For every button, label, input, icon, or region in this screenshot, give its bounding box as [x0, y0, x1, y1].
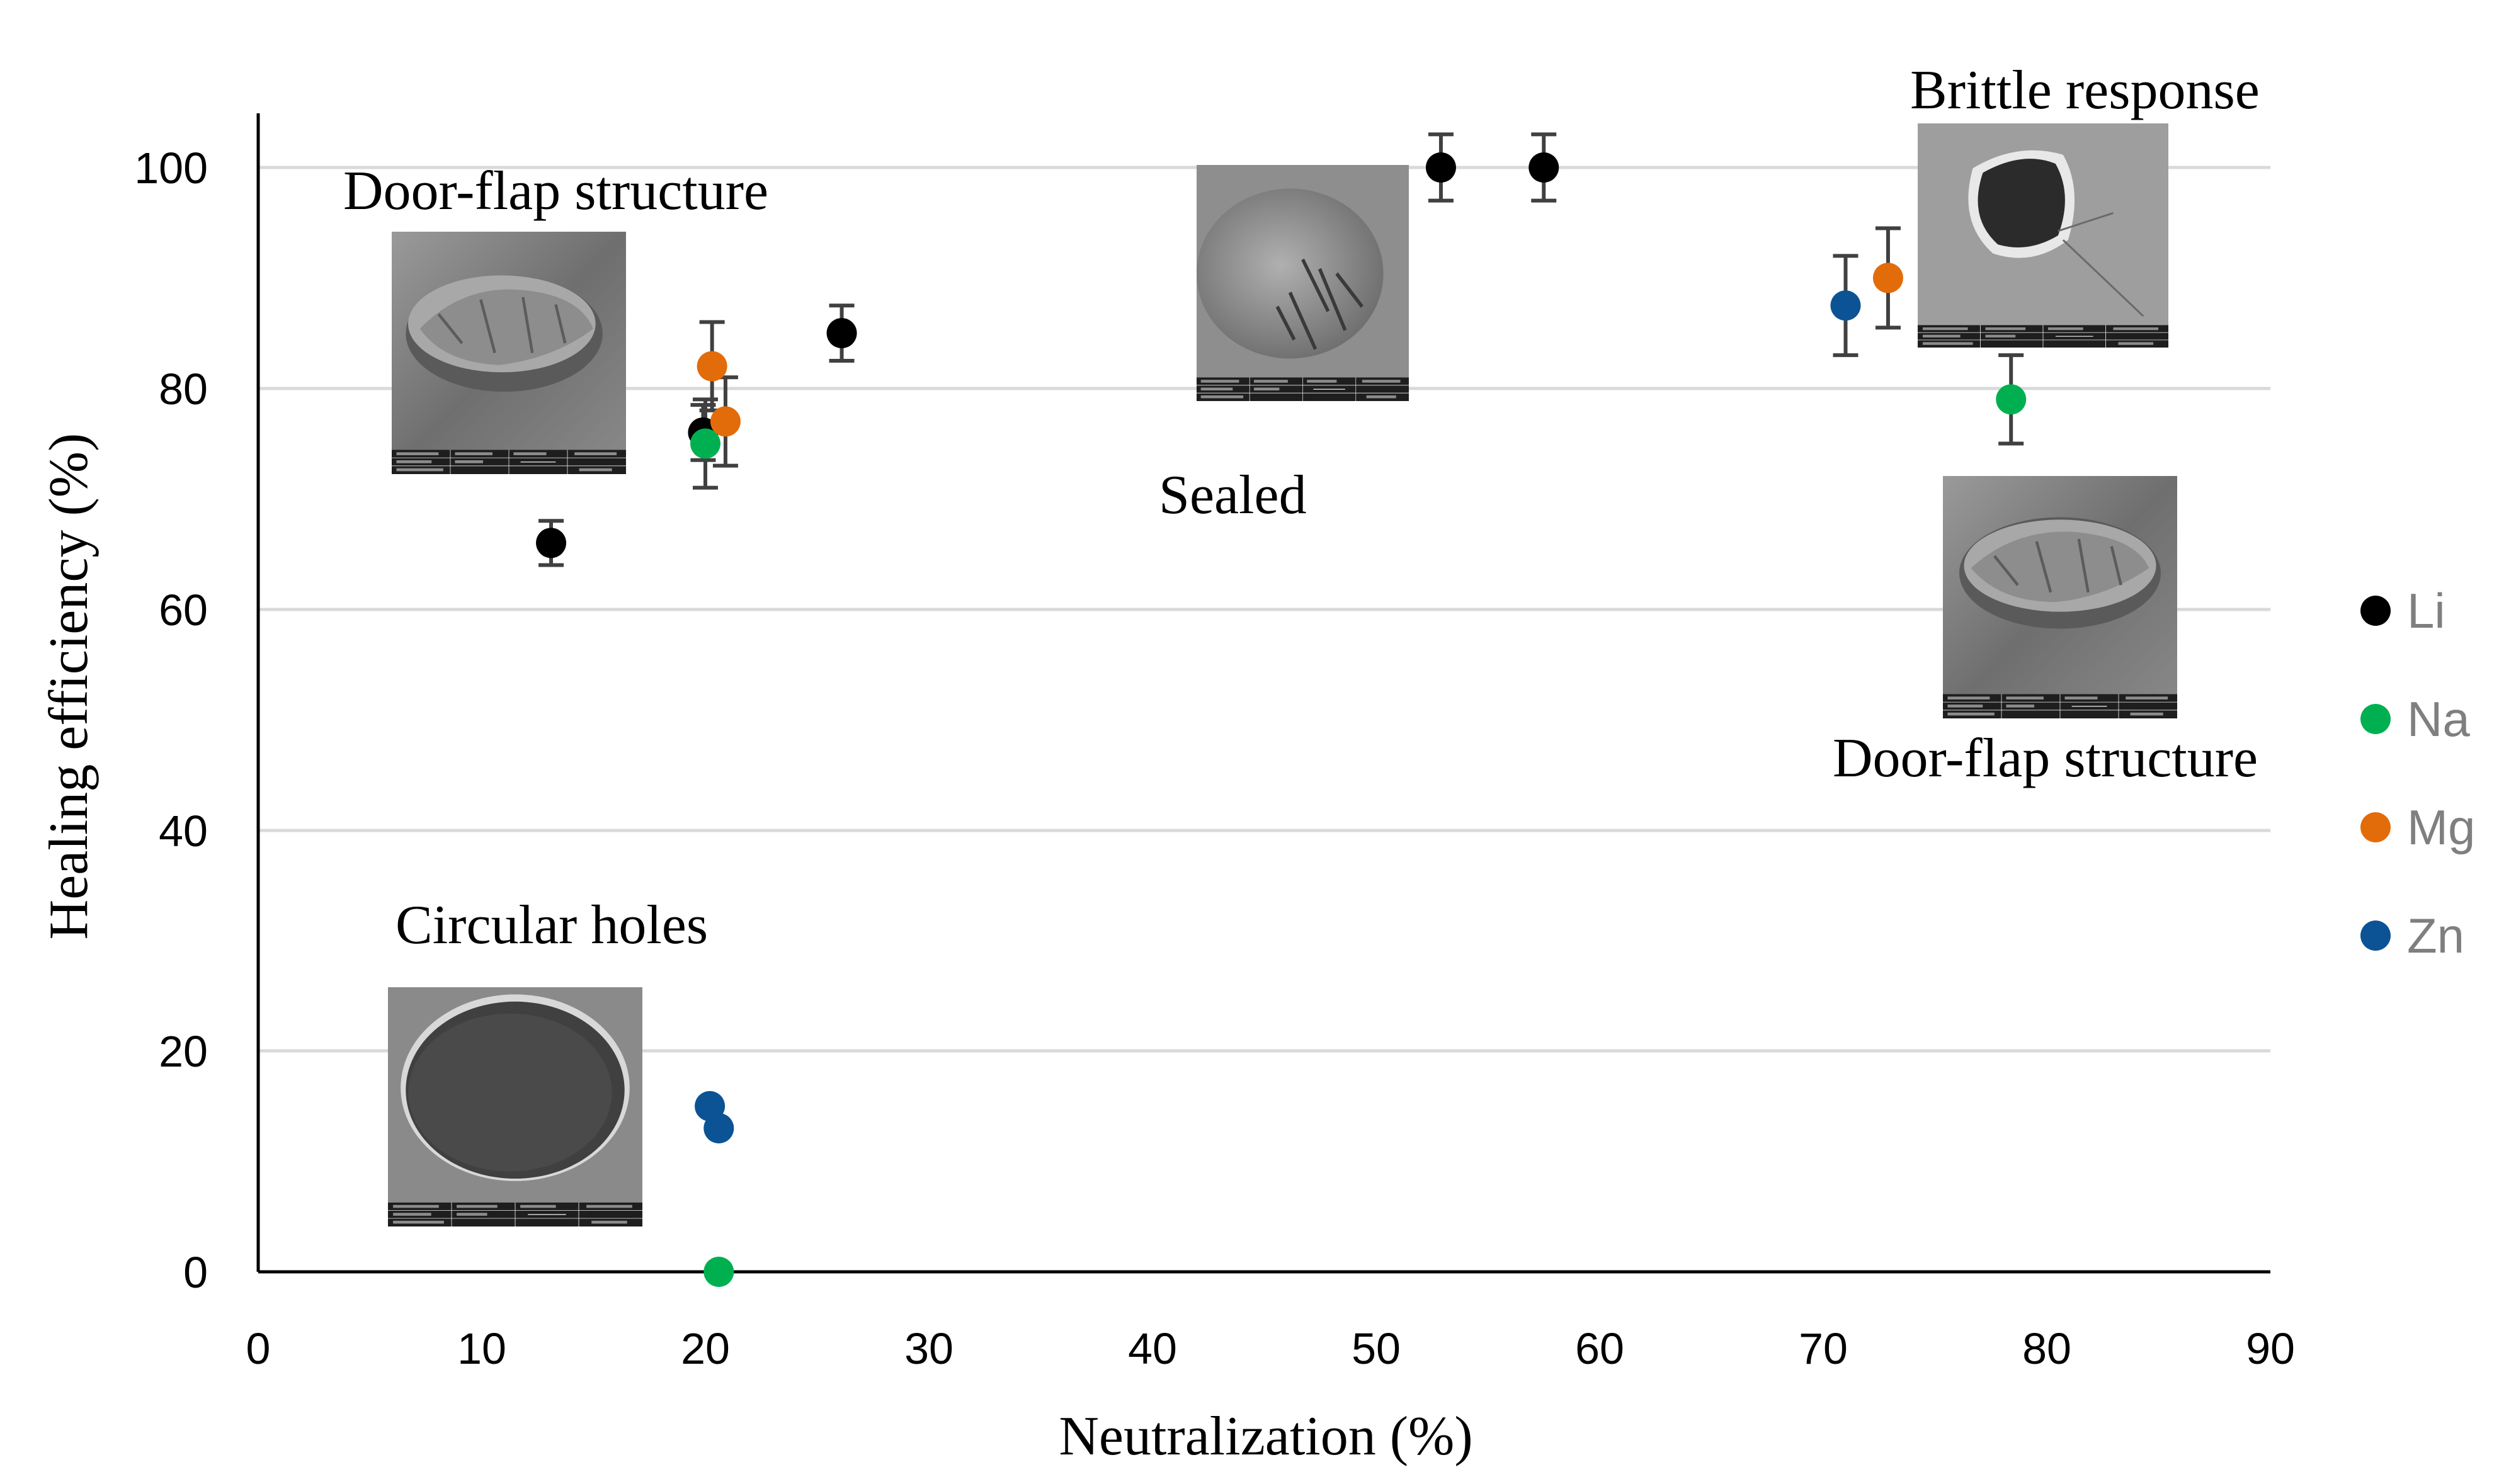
annotation-door-flap-right: Door-flap structure: [1833, 728, 2258, 789]
legend-label-mg: Mg: [2407, 800, 2475, 855]
data-point-li: [826, 318, 857, 349]
sem-image-brittle: [1916, 123, 2170, 349]
y-axis-title: Healing efficiency (%): [38, 433, 100, 940]
legend-marker-li: [2360, 596, 2391, 626]
y-tick-label: 80: [159, 365, 208, 414]
data-points: [536, 152, 2027, 1287]
data-point-na: [703, 1257, 734, 1287]
sem-image-circular-hole: [388, 987, 642, 1226]
legend-marker-mg: [2360, 812, 2391, 842]
legend-marker-zn: [2360, 920, 2391, 951]
x-tick-label: 60: [1575, 1324, 1624, 1373]
sem-image-door-flap-right: [1942, 476, 2178, 720]
legend-label-na: Na: [2407, 691, 2470, 747]
y-tick-label: 20: [159, 1027, 208, 1076]
x-tick-label: 0: [246, 1324, 271, 1373]
data-point-li: [536, 528, 567, 558]
legend: Li Na Mg Zn: [2360, 583, 2475, 963]
data-point-na: [690, 428, 720, 459]
x-tick-label: 20: [681, 1324, 730, 1373]
data-point-na: [1996, 384, 2027, 415]
sem-image-sealed: [1195, 165, 1410, 402]
sem-image-door-flap-left: [390, 232, 627, 475]
x-tick-label: 10: [457, 1324, 506, 1373]
y-tick-labels: 0 20 40 60 80 100: [134, 144, 208, 1297]
legend-label-li: Li: [2407, 583, 2445, 638]
annotation-brittle-response: Brittle response: [1910, 60, 2260, 121]
legend-marker-na: [2360, 704, 2391, 734]
x-tick-label: 90: [2246, 1324, 2295, 1373]
data-point-mg: [697, 351, 727, 382]
y-tick-label: 40: [159, 807, 208, 856]
annotation-sealed: Sealed: [1159, 465, 1307, 526]
y-tick-label: 0: [183, 1248, 208, 1297]
data-point-mg: [710, 406, 741, 437]
data-point-zn: [703, 1113, 734, 1143]
x-tick-label: 40: [1128, 1324, 1177, 1373]
annotation-circular-holes: Circular holes: [396, 895, 708, 956]
x-tick-label: 80: [2022, 1324, 2071, 1373]
data-point-mg: [1872, 263, 1903, 293]
data-point-li: [1528, 152, 1559, 183]
data-point-li: [1425, 152, 1456, 183]
annotation-door-flap-left: Door-flap structure: [343, 161, 768, 222]
legend-label-zn: Zn: [2407, 908, 2464, 963]
x-axis-title: Neutralization (%): [1059, 1406, 1472, 1467]
data-point-zn: [1830, 290, 1861, 321]
x-tick-label: 50: [1352, 1324, 1401, 1373]
y-tick-label: 100: [134, 144, 208, 193]
x-tick-label: 70: [1799, 1324, 1848, 1373]
x-tick-labels: 0 10 20 30 40 50 60 70 80 90: [246, 1324, 2295, 1373]
x-tick-label: 30: [904, 1324, 953, 1373]
y-tick-label: 60: [159, 586, 208, 635]
